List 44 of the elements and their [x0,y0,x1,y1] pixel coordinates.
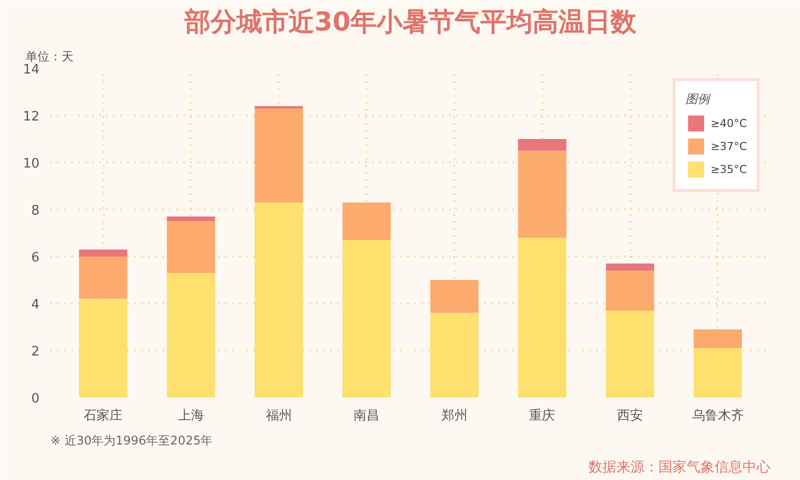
bar [518,150,566,238]
bar [254,202,303,398]
x-tick-label: 福州 [266,408,292,424]
legend-label: ≥40°C [710,116,747,130]
y-axis-title: 单位：天 [26,50,74,64]
x-tick-label: 重庆 [529,408,556,424]
bar [342,240,391,398]
bar [342,202,391,240]
bar [166,216,216,222]
bar [518,238,566,398]
y-tick-label: 10 [22,156,40,172]
bar [606,310,654,398]
x-tick-label: 西安 [617,408,644,424]
legend-label: ≥35°C [710,162,747,176]
x-tick-label: 石家庄 [84,408,123,424]
bar [694,329,742,348]
bar [166,221,216,273]
bar [254,108,303,202]
bar [694,348,742,398]
x-tick-label: 郑州 [441,408,468,424]
x-tick-label: 乌鲁木齐 [692,408,744,424]
y-tick-label: 8 [31,204,40,218]
y-tick-label: 14 [22,62,40,78]
text: ※ 近30年为1996年至2025年 [50,434,213,448]
y-tick-label: 0 [31,392,40,406]
bar [79,256,128,299]
x-tick-label: 南昌 [354,408,380,424]
bar [518,139,566,151]
legend-title: 图例 [686,91,712,108]
y-tick-label: 6 [31,250,40,266]
bar [606,264,654,271]
bar [430,312,479,398]
legend-label: ≥37°C [710,140,747,152]
x-tick-label: 上海 [178,408,204,424]
bar [79,298,128,398]
bar [606,270,654,311]
source-note: 数据来源：国家气象信息中心 [588,460,770,476]
y-tick-label: 12 [22,110,40,124]
bar [430,280,479,313]
bar [166,272,216,398]
chart-title: 部分城市近30年小暑节气平均高温日数 [183,8,638,38]
y-tick-label: 2 [31,344,40,360]
bar [79,249,128,256]
y-tick-label: 4 [31,298,40,312]
